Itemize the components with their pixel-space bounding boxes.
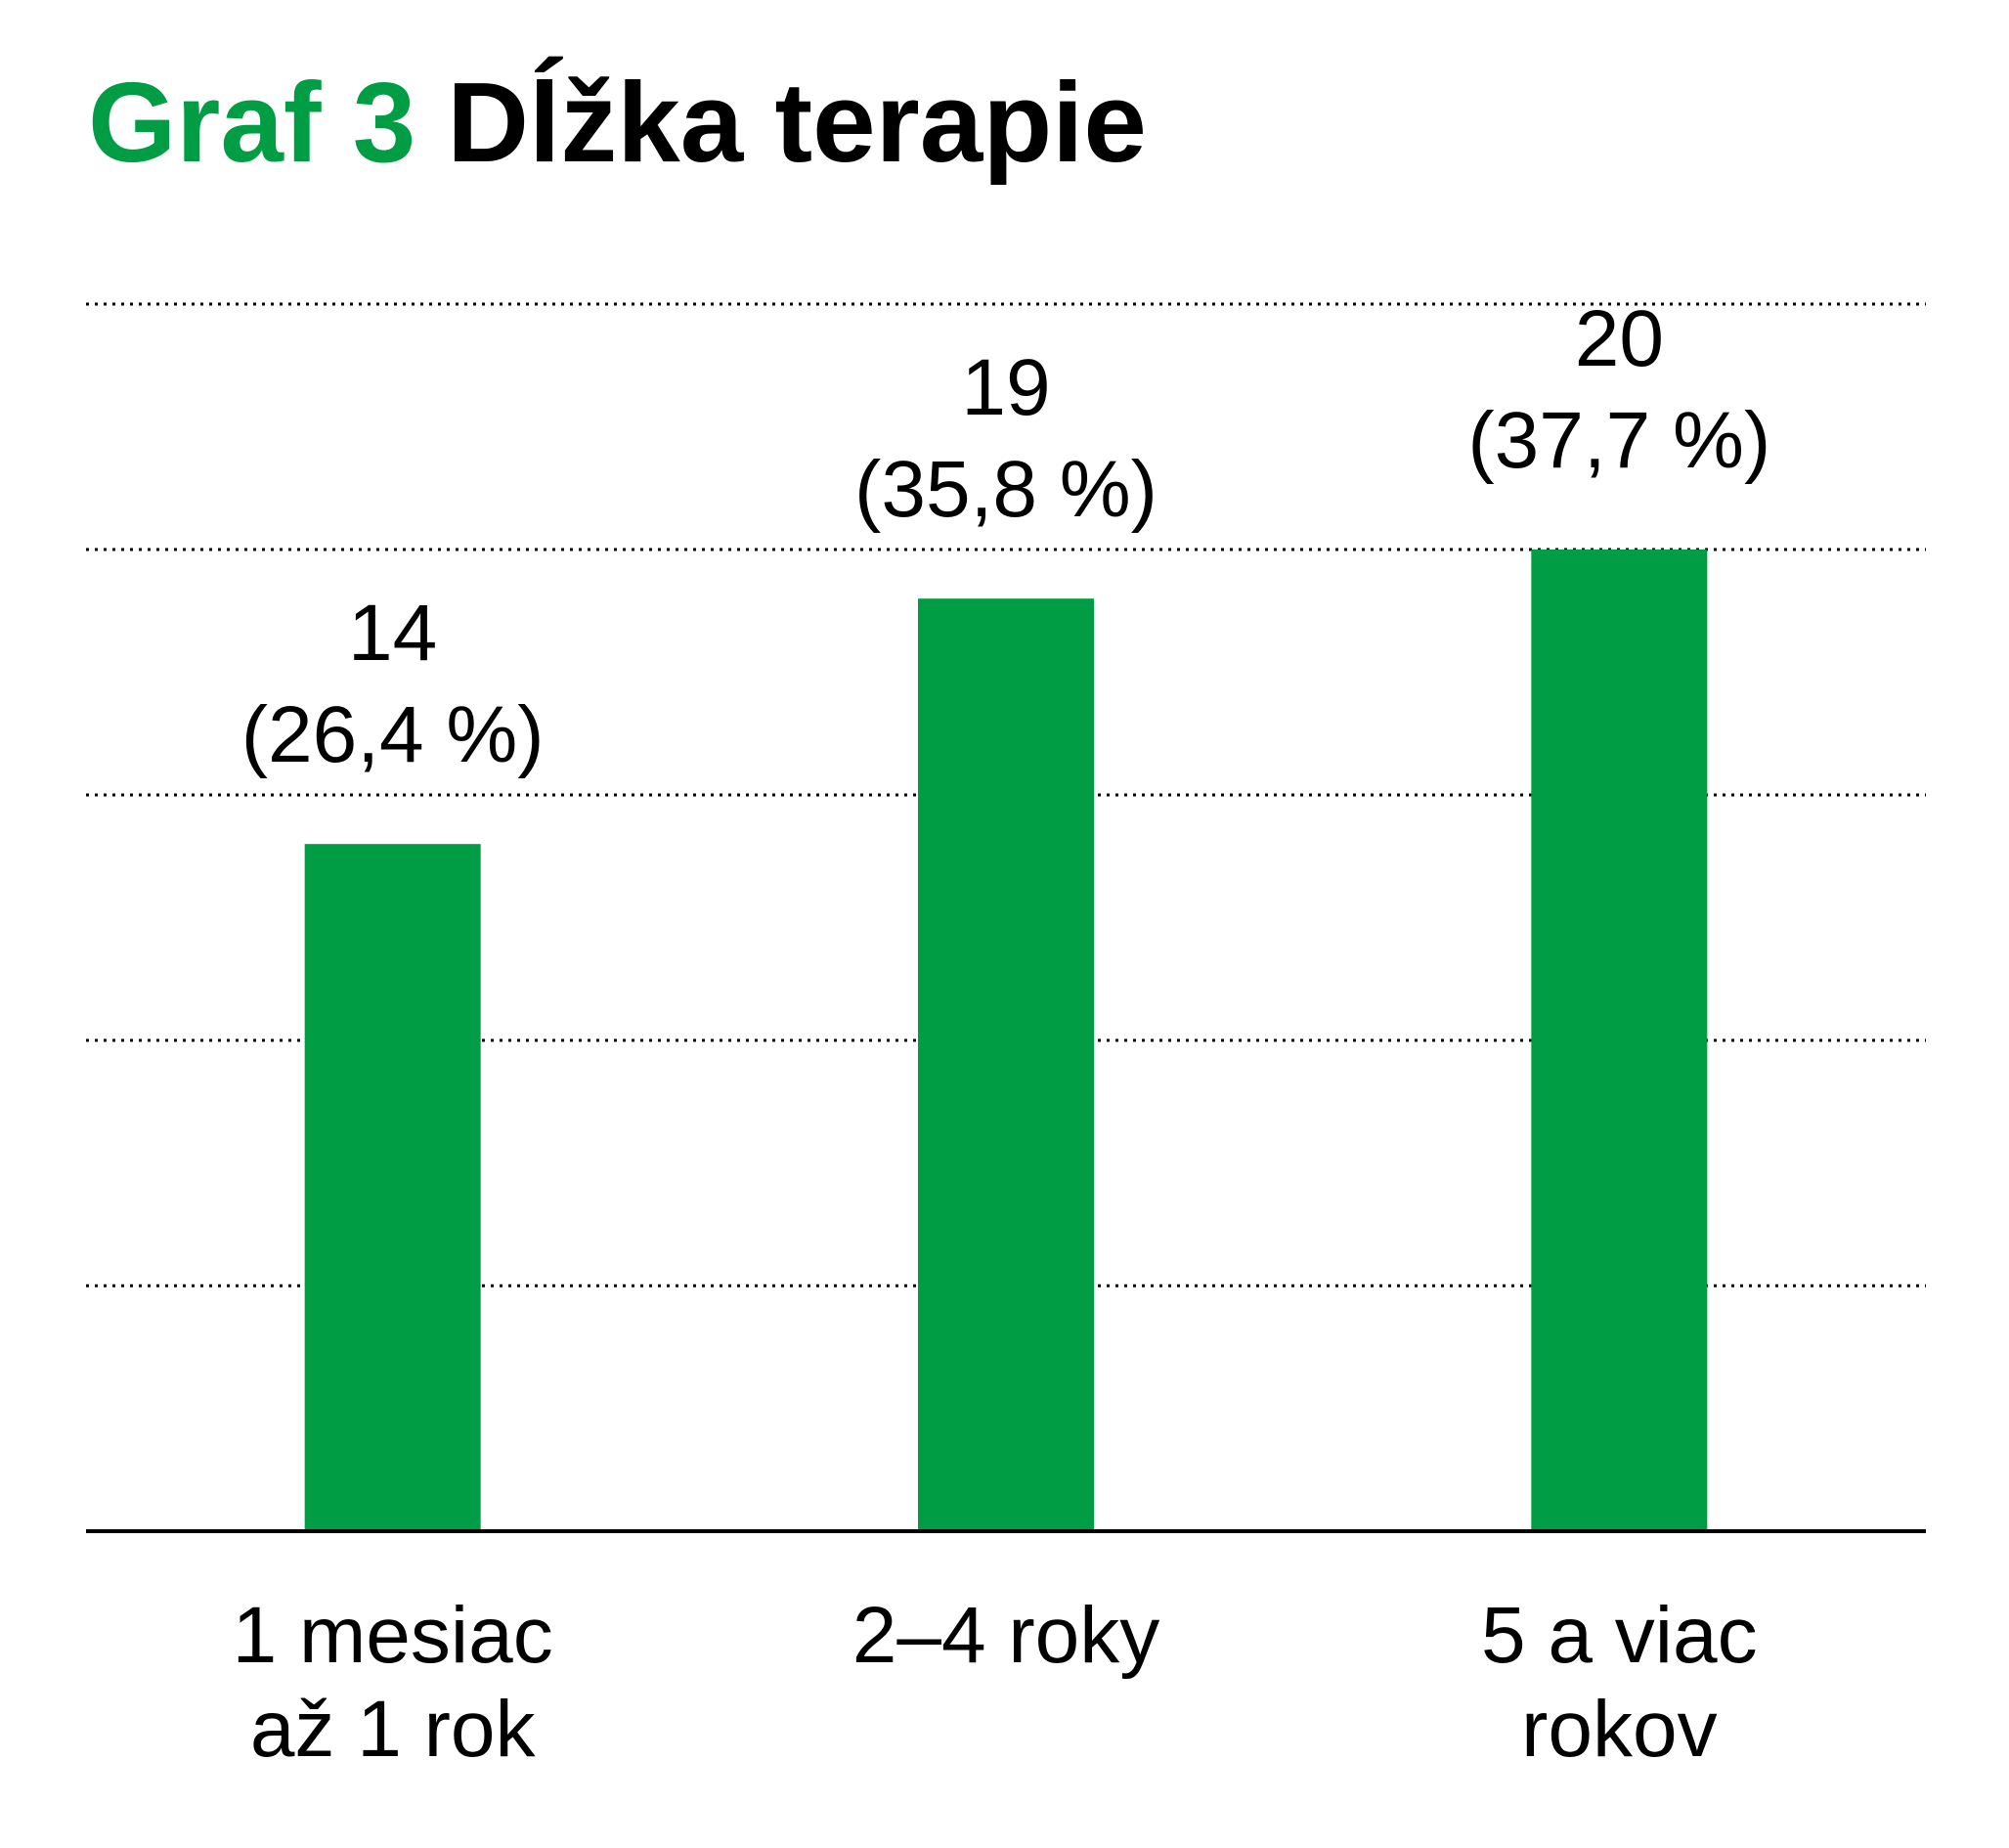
data-label-count: 14: [348, 589, 437, 678]
chart-title-prefix: Graf 3: [88, 59, 415, 186]
data-label-percent: (37,7 %): [1467, 396, 1770, 485]
tick-label: 2–4 roky: [852, 1591, 1160, 1680]
value-labels: 14 (26,4 %) 19 (35,8 %) 20 (37,7 %): [241, 294, 1771, 779]
bar: [304, 844, 481, 1531]
bar: [1531, 550, 1708, 1531]
chart-title: Graf 3 Dĺžka terapie: [88, 55, 1147, 186]
chart-title-main: Dĺžka terapie: [447, 55, 1147, 186]
tick-label: 1 mesiac: [233, 1591, 553, 1680]
bar: [918, 598, 1094, 1531]
tick-label: až 1 rok: [250, 1685, 537, 1774]
data-label-percent: (35,8 %): [854, 445, 1157, 534]
bars: [304, 550, 1708, 1531]
data-label-count: 20: [1575, 294, 1664, 383]
tick-label: rokov: [1521, 1685, 1718, 1774]
data-label-percent: (26,4 %): [241, 690, 545, 779]
tick-label: 5 a viac: [1481, 1591, 1758, 1680]
data-label-count: 19: [961, 343, 1050, 432]
